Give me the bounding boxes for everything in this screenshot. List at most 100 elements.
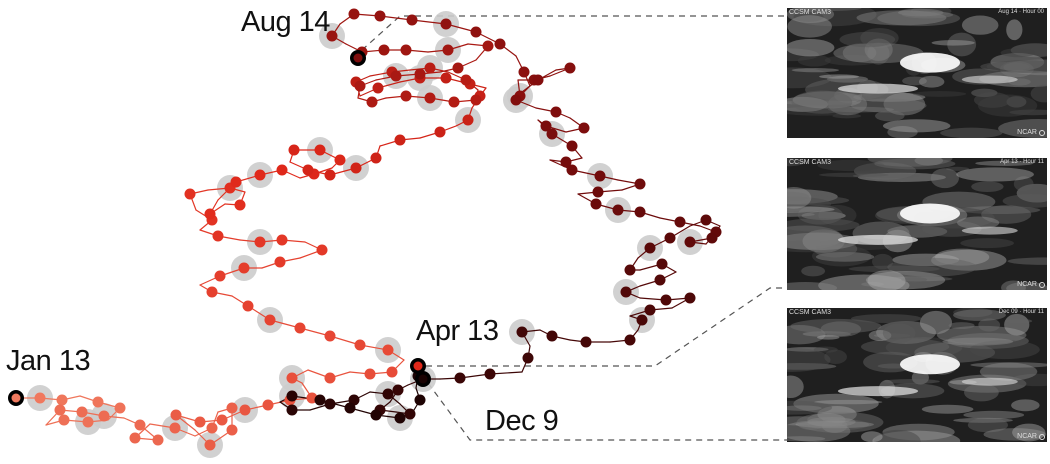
cloud-band — [967, 417, 1009, 433]
cloud-band — [873, 333, 911, 338]
cloud-band — [787, 363, 837, 370]
cloud-band — [787, 375, 804, 399]
timestep-dot — [82, 416, 94, 428]
cloud-band — [1000, 48, 1036, 58]
thumbnail-dec9[interactable]: CCSM CAM3 Dec 09 · Hour 11 NCAR — [787, 308, 1047, 442]
timestep-dot — [234, 199, 246, 211]
thumbnail-brand: NCAR — [1017, 433, 1037, 440]
thumbnail-time: Apr 13 · Hour 11 — [1000, 159, 1044, 165]
cloud-band — [807, 413, 846, 427]
cloud-band — [813, 240, 858, 258]
map-background — [787, 308, 1047, 442]
timestep-dot — [194, 416, 206, 428]
cloud-band — [1010, 43, 1047, 58]
timestep-dot — [460, 74, 472, 86]
timestep-dot — [184, 188, 196, 200]
thumbnail-aug14[interactable]: CCSM CAM3 Aug 14 · Hour 00 NCAR — [787, 8, 1047, 138]
cloud-band — [936, 325, 1027, 345]
cloud-band — [787, 347, 829, 352]
ncar-logo-icon — [1039, 434, 1045, 440]
timestep-dot — [684, 292, 696, 304]
ncar-logo-icon — [1039, 282, 1045, 288]
timestep-dot — [560, 156, 572, 168]
cloud-band — [797, 54, 831, 67]
timestep-dot — [366, 96, 378, 108]
timestep-dot — [470, 26, 482, 38]
timestep-dot — [522, 352, 534, 364]
cloud-band — [1012, 423, 1046, 442]
timestep-dot — [566, 140, 578, 152]
timestep-dot — [540, 120, 552, 132]
bright-cloud — [900, 203, 960, 224]
cloud-band — [977, 94, 1038, 117]
thumbnail-time: Dec 09 · Hour 11 — [998, 309, 1044, 315]
cloud-band — [947, 32, 977, 57]
cloud-band — [807, 418, 870, 431]
timestep-dot — [706, 232, 718, 244]
timestep-dot — [264, 314, 276, 326]
cloud-band — [969, 340, 1040, 360]
cloud-band — [947, 333, 1029, 349]
cloud-band — [787, 106, 862, 116]
cloud-band — [942, 337, 1014, 346]
timestep-dot — [414, 68, 426, 80]
cloud-band — [867, 42, 890, 65]
trajectory-segment — [411, 19, 447, 25]
timestep-dot — [152, 434, 164, 446]
timestep-dot — [134, 419, 146, 431]
cloud-band — [864, 38, 893, 61]
timestep-dot — [326, 30, 338, 42]
cloud-band — [945, 166, 970, 171]
timestep-dot — [382, 344, 394, 356]
cloud-band — [1011, 399, 1040, 412]
timestep-dot — [348, 8, 360, 20]
timestep-dot — [400, 44, 412, 56]
timestep-dot — [114, 402, 126, 414]
cloud-band — [874, 158, 956, 170]
cloud-band — [819, 74, 859, 79]
timestep-dot — [302, 164, 314, 176]
cloud-band — [790, 318, 882, 334]
cloud-band — [787, 191, 809, 202]
bright-cloud — [900, 52, 960, 73]
timestep-dot — [400, 90, 412, 102]
cloud-band — [986, 60, 1047, 73]
cloud-band — [787, 186, 812, 209]
timestep-dot — [378, 44, 390, 56]
cloud-band — [787, 48, 820, 62]
timestep-dot — [239, 404, 251, 416]
cloud-band — [812, 245, 872, 267]
cloud-band — [971, 88, 998, 98]
timestep-dot — [654, 274, 666, 286]
timestep-dot — [34, 392, 46, 404]
cloud-band — [860, 338, 950, 356]
timestep-dot — [286, 404, 298, 416]
cloud-band — [787, 96, 829, 112]
cloud-band — [818, 204, 857, 226]
cloud-band — [827, 93, 868, 116]
thumbnail-apr13[interactable]: CCSM CAM3 Apr 13 · Hour 11 NCAR — [787, 158, 1047, 290]
timestep-dot — [386, 366, 398, 378]
thumbnail-title: CCSM CAM3 — [789, 9, 832, 16]
cloud-band — [961, 75, 1018, 84]
cloud-band — [787, 158, 805, 167]
cloud-band — [892, 253, 960, 267]
timestep-dot — [674, 216, 686, 228]
cloud-band — [887, 126, 918, 138]
timestep-dot — [276, 234, 288, 246]
cloud-band — [902, 76, 927, 86]
label-dec9: Dec 9 — [485, 405, 559, 437]
timestep-dot — [494, 38, 506, 50]
timestep-dot — [660, 294, 672, 306]
cloud-band — [883, 92, 926, 116]
timestep-dot — [324, 398, 336, 410]
cloud-band — [787, 38, 835, 57]
cloud-band — [787, 225, 843, 250]
cloud-band — [857, 172, 946, 182]
cloud-band — [963, 383, 999, 402]
timestep-dot — [484, 368, 496, 380]
cloud-band — [817, 405, 857, 423]
cloud-band — [787, 67, 833, 89]
cloud-band — [789, 8, 877, 27]
cloud-band — [867, 158, 953, 167]
